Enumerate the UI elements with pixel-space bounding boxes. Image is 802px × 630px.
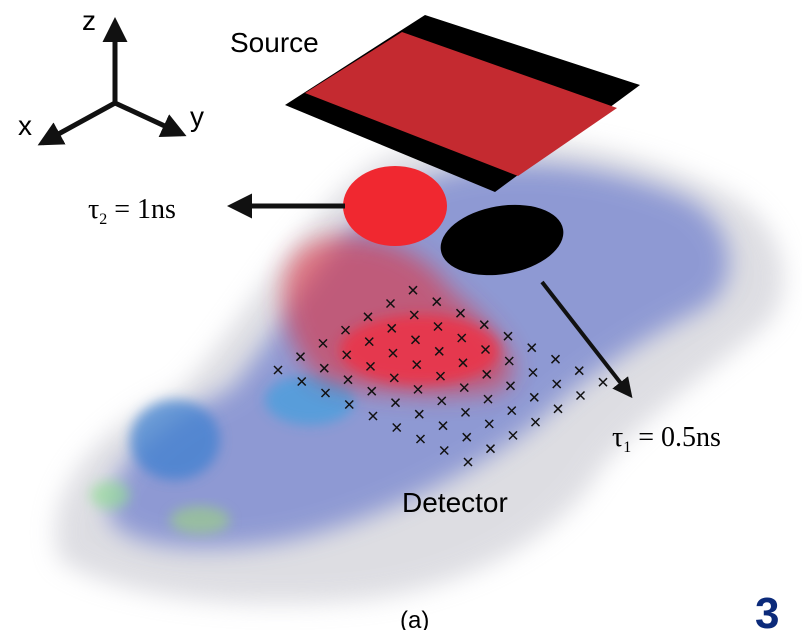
axis-label: x xyxy=(18,110,32,141)
page-number: 3 xyxy=(755,589,779,630)
subscript: 1 xyxy=(623,439,631,456)
axes-glyph xyxy=(42,22,182,143)
text: = 1ns xyxy=(107,194,176,225)
subscript: 2 xyxy=(99,211,107,228)
source-label: Source xyxy=(230,27,319,58)
axis-label: y xyxy=(190,101,204,132)
detector-label: Detector xyxy=(402,487,508,518)
figure: z x y Source τ2 = 1ns τ1 = 0.5ns Detecto… xyxy=(0,0,802,630)
caption: (a) xyxy=(400,607,429,630)
inclusion-tau2 xyxy=(343,166,447,246)
symbol: τ xyxy=(88,194,99,225)
symbol: τ xyxy=(612,422,623,453)
axis-label: z xyxy=(82,5,96,36)
text: = 0.5ns xyxy=(631,422,721,453)
tau2-label: τ2 = 1ns xyxy=(88,194,176,228)
